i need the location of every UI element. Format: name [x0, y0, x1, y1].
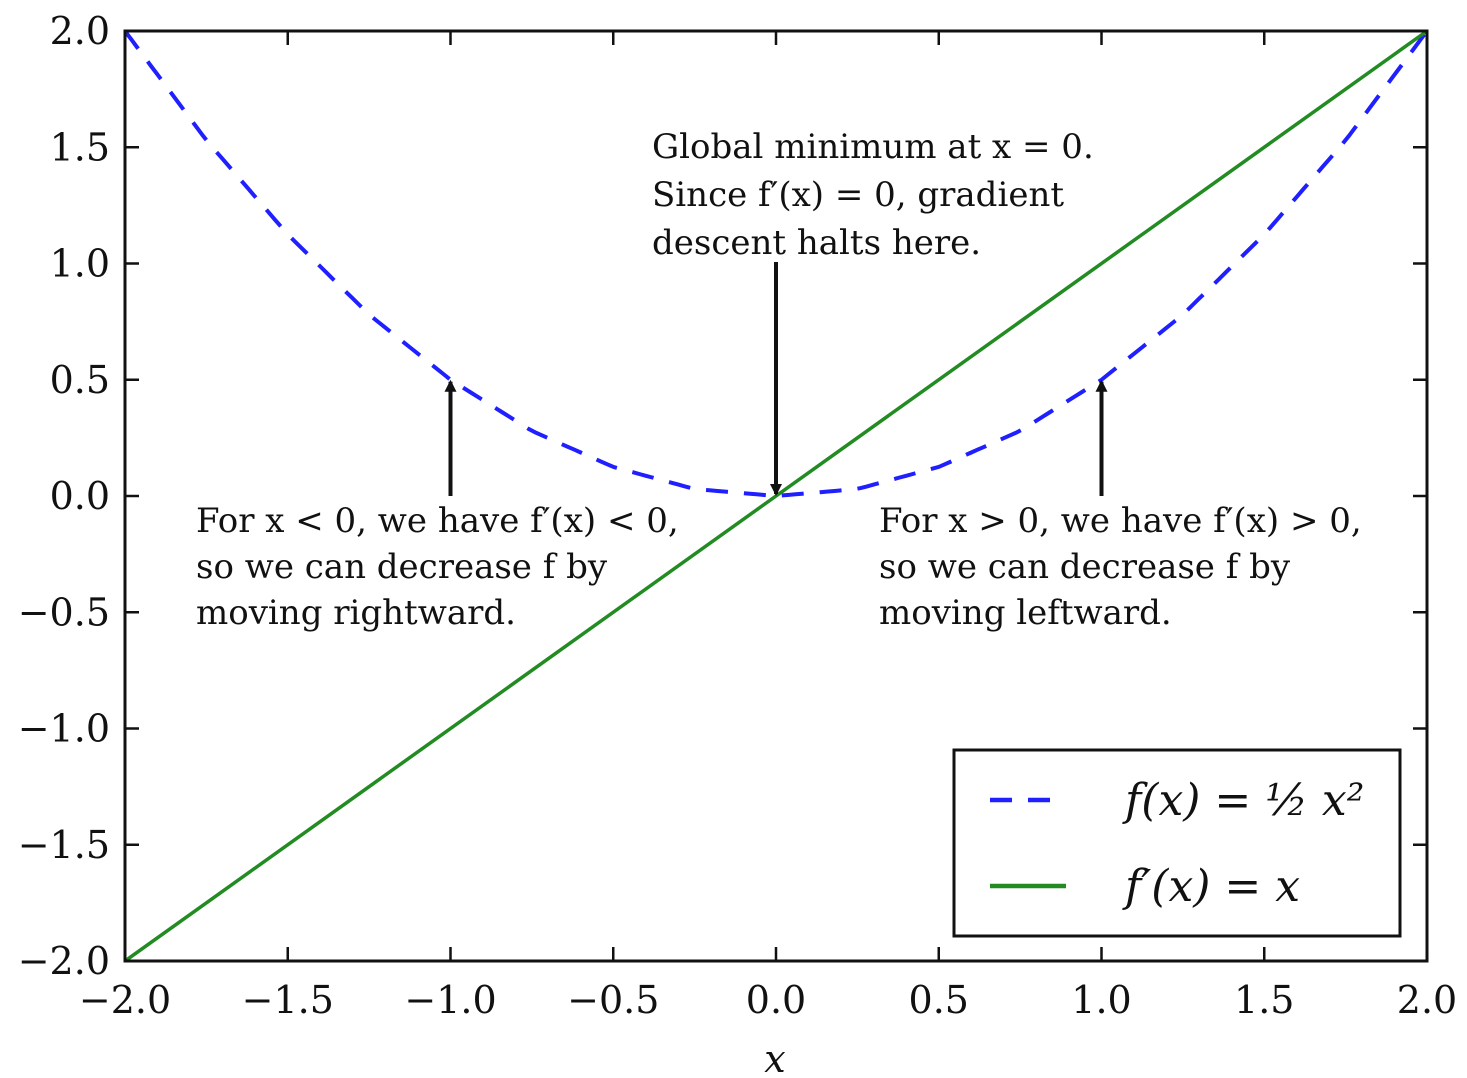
annotation-global-minimum-line-2: Since f′(x) = 0, gradient — [652, 175, 1064, 215]
annotation-global-minimum-line-3: descent halts here. — [652, 223, 981, 263]
annotation-positive-x-arrowhead — [1095, 379, 1108, 392]
y-tick-label: 1.0 — [50, 242, 110, 286]
annotation-negative-x-arrowhead — [444, 379, 457, 392]
annotation-global-minimum-line-1: Global minimum at x = 0. — [652, 127, 1094, 167]
x-tick-label: −1.5 — [242, 978, 334, 1022]
legend-label-f-prime: f′(x) = x — [1122, 861, 1300, 912]
y-tick-label: 0.5 — [50, 358, 110, 402]
x-tick-label: 1.0 — [1071, 978, 1131, 1022]
x-axis-label: x — [764, 1037, 785, 1078]
x-tick-label: 0.0 — [746, 978, 806, 1022]
annotation-positive-x-line-2: so we can decrease f by — [879, 547, 1291, 587]
y-tick-label: 1.5 — [50, 125, 110, 169]
annotation-positive-x-line-1: For x > 0, we have f′(x) > 0, — [879, 501, 1362, 541]
x-tick-label: −1.0 — [404, 978, 496, 1022]
y-tick-label: −2.0 — [18, 939, 110, 983]
annotation-positive-x-line-3: moving leftward. — [879, 593, 1172, 633]
axes-layer: −2.0 −1.5 −1.0 −0.5 0.0 0.5 1.0 1.5 2.0 −2.0 −1.5 −… — [18, 9, 1458, 1022]
y-tick-label: −1.0 — [18, 707, 110, 751]
legend-label-f: f(x) = ½ x² — [1122, 775, 1364, 826]
y-tick-label: −0.5 — [18, 590, 110, 634]
annotation-negative-x-line-1: For x < 0, we have f′(x) < 0, — [196, 501, 679, 541]
x-tick-label: 1.5 — [1234, 978, 1294, 1022]
annotation-negative-x-line-3: moving rightward. — [196, 593, 516, 633]
annotation-negative-x-line-2: so we can decrease f by — [196, 547, 608, 587]
legend-box — [952, 748, 1402, 938]
legend: f(x) = ½ x² f′(x) = x — [952, 748, 1402, 938]
annotation-global-minimum-arrowhead — [770, 484, 782, 496]
y-tick-label: 0.0 — [50, 474, 110, 518]
x-tick-label: −0.5 — [567, 978, 659, 1022]
x-tick-label: −2.0 — [79, 978, 171, 1022]
annotation-layer: Global minimum at x = 0. Since f′(x) = 0,… — [196, 127, 1362, 633]
x-tick-label: 2.0 — [1397, 978, 1457, 1022]
y-tick-label: 2.0 — [50, 9, 110, 53]
x-tick-label: 0.5 — [909, 978, 969, 1022]
y-tick-label: −1.5 — [18, 823, 110, 867]
